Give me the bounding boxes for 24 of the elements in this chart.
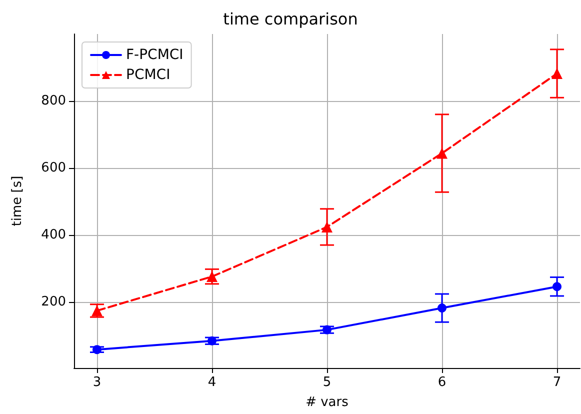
point	[436, 148, 448, 159]
point	[552, 68, 562, 80]
x-axis-title: # vars	[306, 395, 349, 410]
point	[322, 325, 332, 334]
point	[552, 282, 562, 292]
point	[322, 221, 332, 232]
x-tick-label: 4	[208, 375, 216, 390]
x-tick-label: 7	[552, 375, 562, 390]
y-tick-label: 200	[41, 294, 66, 310]
legend-label: F-PCMCI	[126, 47, 184, 63]
y-tick-label: 400	[41, 228, 66, 243]
point	[92, 305, 102, 316]
point	[206, 271, 218, 282]
x-tick-label: 3	[92, 375, 102, 390]
y-tick-label: 800	[41, 94, 66, 108]
point	[438, 304, 446, 313]
x-tick-label: 6	[438, 375, 446, 390]
legend-label: PCMCI	[126, 67, 170, 83]
y-axis-title: time [s]	[10, 176, 25, 226]
point	[208, 336, 216, 346]
x-tick-label: 5	[322, 375, 332, 390]
point	[92, 345, 102, 354]
chart-title: time comparison	[223, 10, 358, 28]
y-tick-label: 600	[41, 160, 66, 176]
